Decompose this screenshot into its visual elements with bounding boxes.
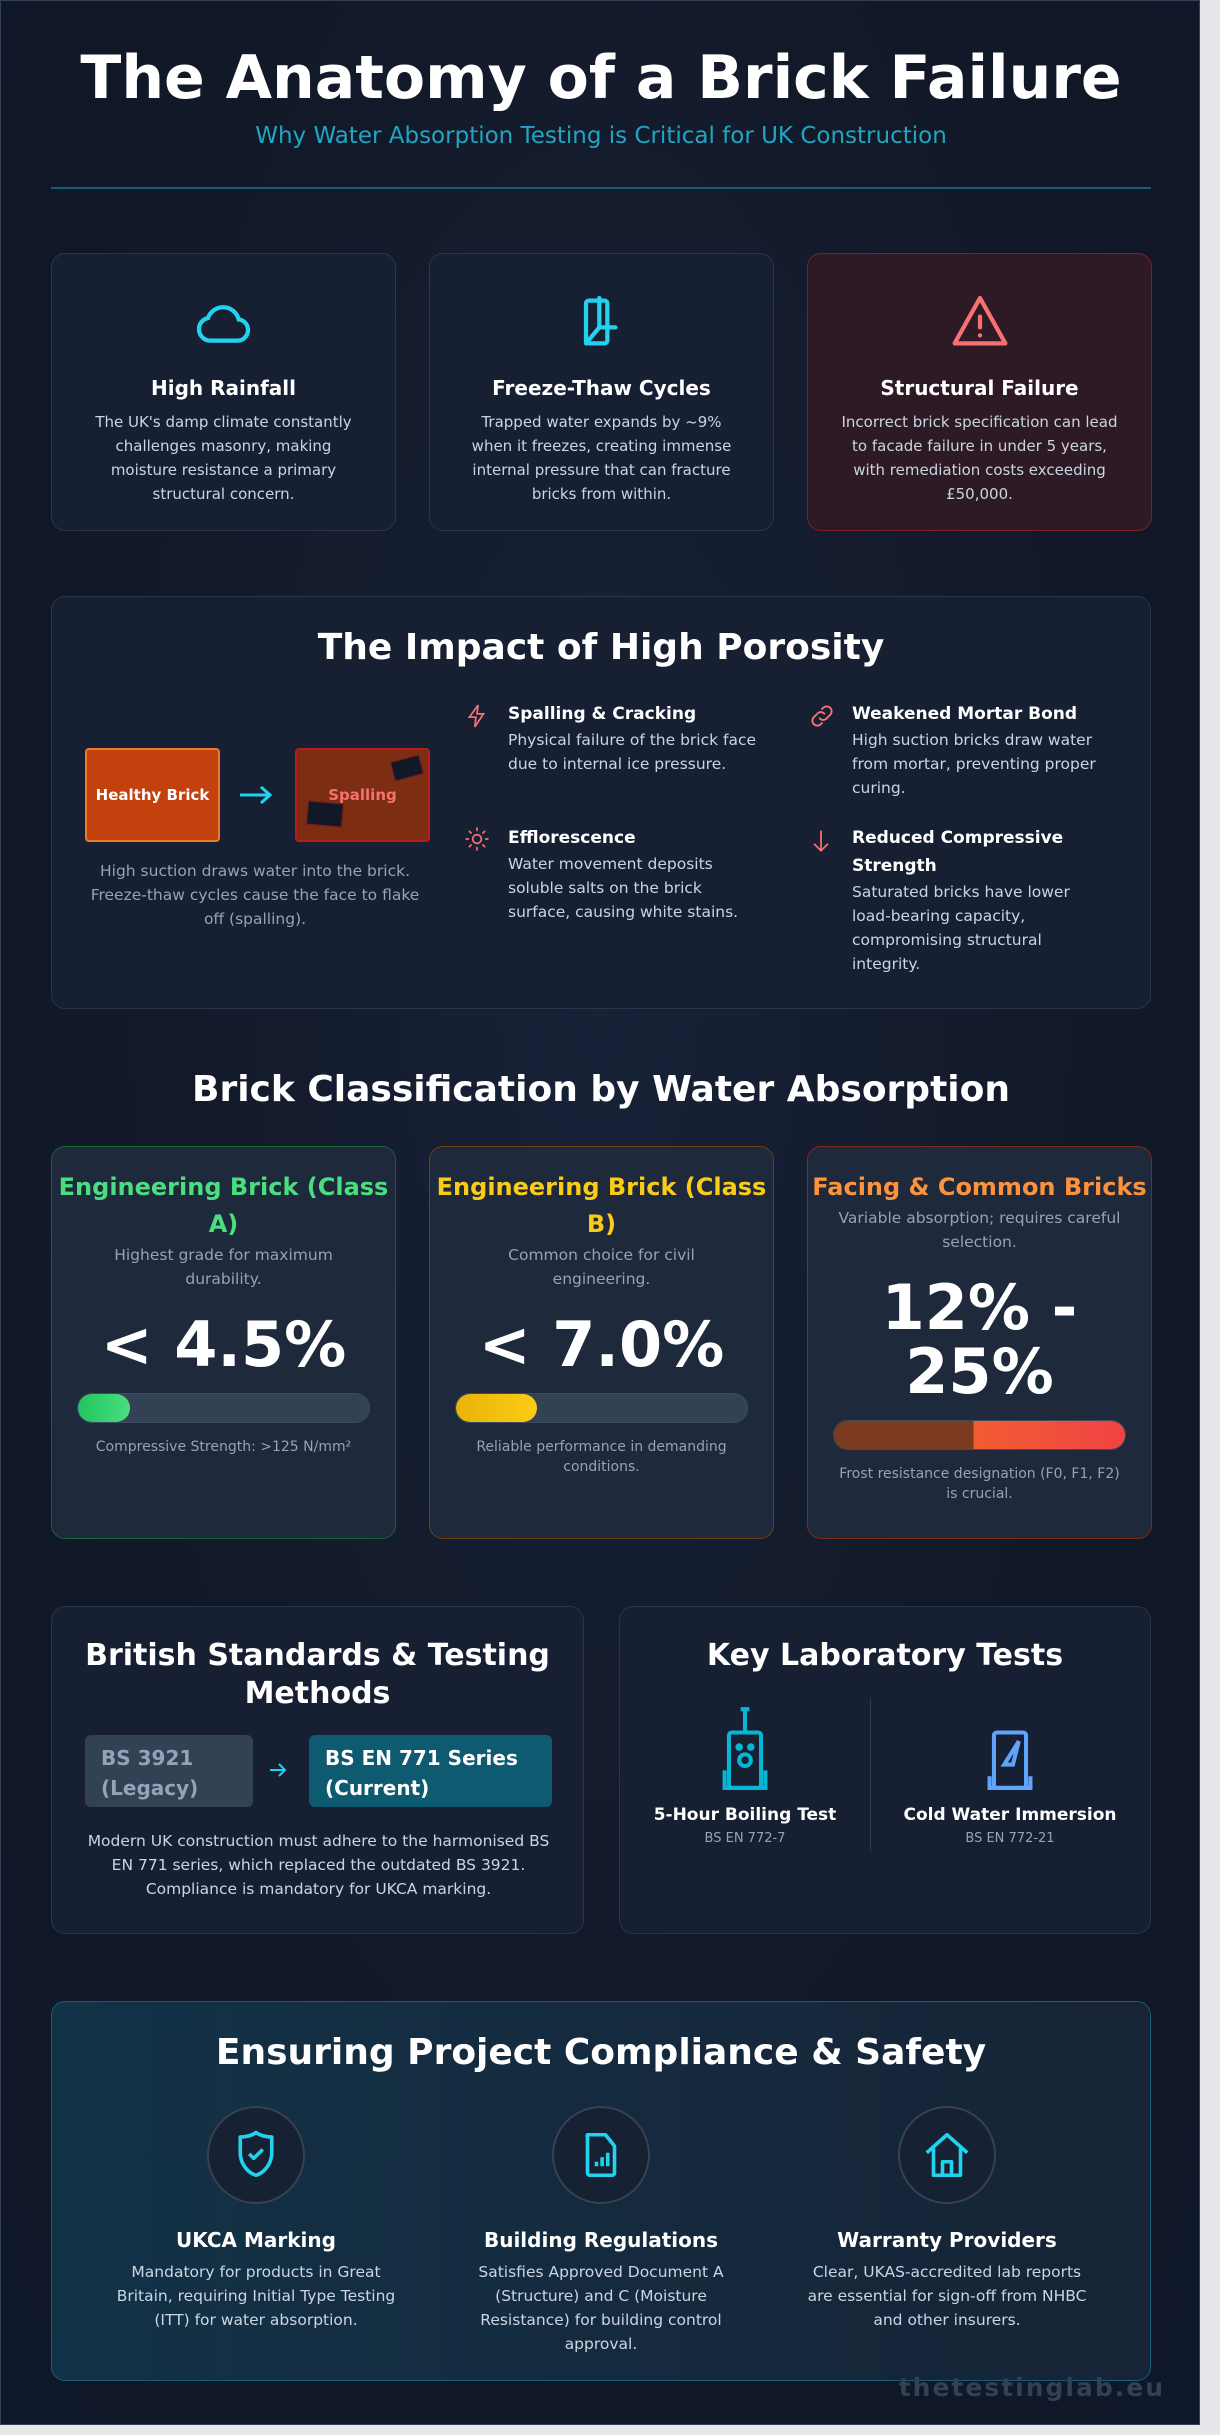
page-title: The Anatomy of a Brick Failure	[80, 43, 1122, 113]
class-card-a: Engineering Brick (Class A) Highest grad…	[51, 1146, 396, 1539]
effect-text: Water movement deposits soluble salts on…	[508, 855, 739, 921]
class-card-facing: Facing & Common Bricks Variable absorpti…	[807, 1146, 1152, 1539]
absorption-bar	[77, 1393, 370, 1423]
immersion-tank-icon	[987, 1730, 1033, 1790]
link-icon	[811, 705, 833, 727]
class-card-b: Engineering Brick (Class B) Common choic…	[429, 1146, 774, 1539]
test-name: 5-Hour Boiling Test	[653, 1805, 837, 1825]
absorption-bar	[455, 1393, 748, 1423]
standards-section: British Standards & Testing Methods BS 3…	[51, 1606, 584, 1934]
spalling-label: Spalling	[328, 786, 397, 804]
section-title: Ensuring Project Compliance & Safety	[215, 2032, 987, 2073]
class-title: Engineering Brick (Class A)	[58, 1173, 389, 1238]
test-code: BS EN 772-7	[704, 1831, 786, 1846]
legacy-standard-badge: BS 3921 (Legacy)	[85, 1735, 253, 1807]
lab-tests-section: Key Laboratory Tests 5-Hour Boiling Test…	[619, 1606, 1151, 1934]
effect-title: Spalling & Cracking	[508, 704, 697, 724]
effect-item: Spalling & Cracking Physical failure of …	[464, 700, 764, 776]
cloud-icon	[196, 305, 250, 343]
section-title: Brick Classification by Water Absorption	[192, 1069, 1010, 1110]
compliance-title: UKCA Marking	[176, 2228, 336, 2252]
house-icon	[925, 2132, 969, 2178]
spall-flake	[389, 754, 425, 782]
class-value: < 4.5%	[100, 1308, 347, 1381]
boiling-tank-icon	[722, 1707, 768, 1790]
icon-circle	[552, 2106, 650, 2204]
page-subtitle: Why Water Absorption Testing is Critical…	[255, 123, 947, 149]
effect-title: Reduced Compressive Strength	[852, 828, 1064, 876]
compliance-text: Mandatory for products in Great Britain,…	[116, 2263, 396, 2329]
test-code: BS EN 772-21	[965, 1831, 1055, 1846]
class-title: Engineering Brick (Class B)	[436, 1173, 767, 1238]
infographic: The Anatomy of a Brick Failure Why Water…	[0, 0, 1200, 2425]
card-text: Incorrect brick specification can lead t…	[841, 413, 1118, 503]
compliance-text: Clear, UKAS-accredited lab reports are e…	[807, 2263, 1087, 2329]
card-title: High Rainfall	[150, 376, 296, 400]
class-desc: Highest grade for maximum durability.	[114, 1246, 333, 1288]
class-desc: Variable absorption; requires careful se…	[838, 1209, 1121, 1251]
freeze-thaw-icon	[583, 295, 617, 346]
warning-triangle-icon	[952, 295, 1007, 346]
class-note: Reliable performance in demanding condit…	[476, 1439, 727, 1475]
arrow-down-icon	[813, 830, 829, 852]
test-name: Cold Water Immersion	[903, 1805, 1117, 1825]
lab-test-item: 5-Hour Boiling Test BS EN 772-7	[630, 1705, 860, 1846]
arrow-right-icon	[270, 1763, 287, 1777]
spalling-brick: Spalling	[295, 748, 430, 842]
effect-text: High suction bricks draw water from mort…	[852, 731, 1096, 797]
spall-flake	[306, 800, 344, 828]
section-title: British Standards & Testing Methods	[85, 1638, 550, 1711]
effect-text: Physical failure of the brick face due t…	[508, 731, 757, 773]
porosity-caption: High suction draws water into the brick.…	[90, 862, 420, 928]
divider	[870, 1699, 871, 1851]
absorption-bar-fill	[834, 1421, 1125, 1449]
divider	[51, 187, 1151, 189]
icon-circle	[898, 2106, 996, 2204]
risk-card-structural: Structural Failure Incorrect brick speci…	[807, 253, 1152, 531]
class-title: Facing & Common Bricks	[812, 1173, 1147, 1201]
class-note: Compressive Strength: >125 N/mm²	[95, 1439, 352, 1455]
watermark: thetestinglab.eu	[898, 2373, 1165, 2402]
compliance-item: Building Regulations Satisfies Approved …	[461, 2106, 741, 2356]
document-chart-icon	[585, 2132, 617, 2178]
healthy-brick: Healthy Brick	[85, 748, 220, 842]
section-title: The Impact of High Porosity	[317, 627, 885, 668]
class-value: 12% - 25%	[881, 1271, 1078, 1408]
risk-card-freeze-thaw: Freeze-Thaw Cycles Trapped water expands…	[429, 253, 774, 531]
card-text: The UK's damp climate constantly challen…	[95, 413, 352, 503]
class-value: < 7.0%	[478, 1308, 725, 1381]
compliance-item: UKCA Marking Mandatory for products in G…	[116, 2106, 396, 2332]
absorption-bar-fill	[456, 1394, 538, 1422]
sun-icon	[465, 827, 489, 851]
current-standard-badge: BS EN 771 Series (Current)	[309, 1735, 552, 1807]
arrow-right-icon	[240, 785, 273, 805]
compliance-title: Warranty Providers	[837, 2228, 1057, 2252]
section-title: Key Laboratory Tests	[706, 1638, 1064, 1673]
compliance-item: Warranty Providers Clear, UKAS-accredite…	[807, 2106, 1087, 2332]
effect-text: Saturated bricks have lower load-bearing…	[852, 883, 1070, 973]
lab-test-item: Cold Water Immersion BS EN 772-21	[880, 1705, 1140, 1846]
effect-item: Weakened Mortar Bond High suction bricks…	[808, 700, 1108, 800]
effect-item: Reduced Compressive Strength Saturated b…	[808, 824, 1108, 976]
porosity-section: The Impact of High Porosity Healthy Bric…	[51, 596, 1151, 1009]
risk-card-rainfall: High Rainfall The UK's damp climate cons…	[51, 253, 396, 531]
compliance-title: Building Regulations	[483, 2228, 719, 2252]
class-note: Frost resistance designation (F0, F1, F2…	[839, 1466, 1120, 1502]
icon-circle	[207, 2106, 305, 2204]
lightning-icon	[467, 704, 486, 728]
card-text: Trapped water expands by ~9% when it fre…	[471, 413, 732, 503]
effect-item: Efflorescence Water movement deposits so…	[464, 824, 764, 924]
effect-title: Efflorescence	[508, 828, 636, 848]
absorption-bar	[833, 1420, 1126, 1450]
standards-text: Modern UK construction must adhere to th…	[87, 1832, 550, 1898]
shield-check-icon	[238, 2130, 274, 2178]
compliance-text: Satisfies Approved Document A (Structure…	[478, 2263, 724, 2353]
absorption-bar-fill	[78, 1394, 131, 1422]
class-desc: Common choice for civil engineering.	[508, 1246, 695, 1288]
effect-title: Weakened Mortar Bond	[852, 704, 1078, 724]
card-title: Structural Failure	[880, 376, 1079, 400]
card-title: Freeze-Thaw Cycles	[492, 376, 711, 400]
